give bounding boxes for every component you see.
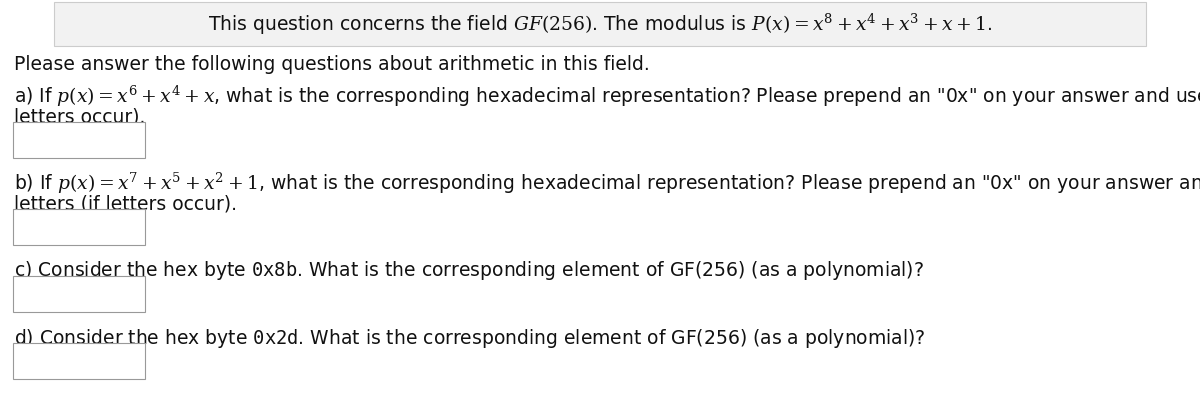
Text: This question concerns the field $GF(256)$. The modulus is $P(x) = x^8 + x^4 + x: This question concerns the field $GF(256… [208, 11, 992, 36]
FancyBboxPatch shape [13, 209, 145, 245]
FancyBboxPatch shape [54, 2, 1146, 46]
FancyBboxPatch shape [13, 276, 145, 312]
Text: d) Consider the hex byte $\mathtt{0x2d}$. What is the corresponding element of G: d) Consider the hex byte $\mathtt{0x2d}$… [14, 326, 925, 350]
FancyBboxPatch shape [13, 343, 145, 379]
Text: Please answer the following questions about arithmetic in this field.: Please answer the following questions ab… [14, 55, 649, 73]
Text: letters occur).: letters occur). [14, 107, 145, 126]
Text: a) If $p(x) = x^6 + x^4 + x$, what is the corresponding hexadecimal representati: a) If $p(x) = x^6 + x^4 + x$, what is th… [14, 83, 1200, 109]
FancyBboxPatch shape [13, 122, 145, 158]
Text: letters (if letters occur).: letters (if letters occur). [14, 194, 238, 213]
Text: b) If $p(x) = x^7 + x^5 + x^2 + 1$, what is the corresponding hexadecimal repres: b) If $p(x) = x^7 + x^5 + x^2 + 1$, what… [14, 170, 1200, 196]
Text: c) Consider the hex byte $\mathtt{0x8b}$. What is the corresponding element of G: c) Consider the hex byte $\mathtt{0x8b}$… [14, 259, 924, 282]
